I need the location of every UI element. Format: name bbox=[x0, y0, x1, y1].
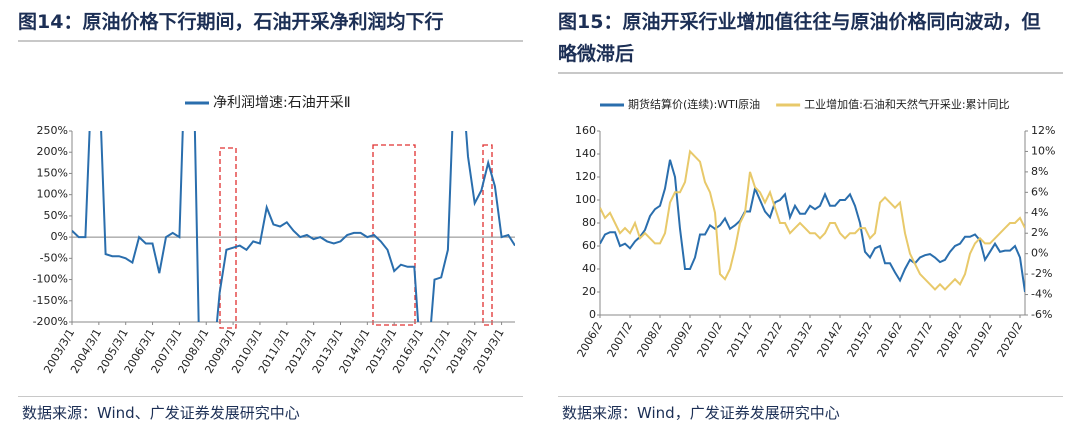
x-tick-label: 2006/2 bbox=[575, 320, 606, 360]
x-tick-label: 2017/2 bbox=[905, 320, 936, 360]
legend-label: 期货结算价(连续):WTI原油 bbox=[628, 97, 760, 111]
y-tick-label: 0% bbox=[51, 230, 68, 243]
chart-title: 图15：原油开采行业增加值往往与原油价格同向波动，但略微滞后 bbox=[558, 11, 1041, 65]
highlight-box bbox=[482, 144, 493, 326]
x-tick-label: 2018/2 bbox=[935, 320, 966, 360]
y-tick-label: -50% bbox=[40, 251, 68, 264]
title-rule bbox=[18, 40, 523, 42]
series-line bbox=[600, 149, 1025, 291]
y2-tick-label: 12% bbox=[1031, 124, 1055, 137]
y-tick-label: 80 bbox=[582, 216, 596, 229]
y-tick-label: 50% bbox=[44, 209, 68, 222]
highlight-box bbox=[372, 144, 416, 326]
y2-tick-label: 10% bbox=[1031, 144, 1055, 157]
source-rule bbox=[558, 396, 1063, 397]
highlight-box bbox=[219, 147, 237, 329]
y-tick-label: -150% bbox=[33, 294, 68, 307]
x-tick-label: 2007/2 bbox=[605, 320, 636, 360]
y-tick-label: 250% bbox=[37, 124, 68, 137]
x-tick-label: 2015/2 bbox=[845, 320, 876, 360]
y-tick-label: 60 bbox=[582, 239, 596, 252]
chart-title: 图14：原油价格下行期间，石油开采净利润均下行 bbox=[18, 11, 444, 33]
x-tick-label: 2010/2 bbox=[695, 320, 726, 360]
y-tick-label: 0 bbox=[589, 308, 596, 321]
y-tick-label: 200% bbox=[37, 145, 68, 158]
y-tick-label: 100 bbox=[575, 193, 596, 206]
legend-label: 工业增加值:石油和天然气开采业:累计同比 bbox=[804, 97, 1009, 111]
title-rule bbox=[558, 72, 1063, 74]
chart: -200% -150% -100% -50% 0% 50% 100% 150% 200% 250%… bbox=[33, 95, 515, 376]
y2-tick-label: -6% bbox=[1031, 308, 1052, 321]
x-tick-label: 2014/2 bbox=[815, 320, 846, 360]
x-tick-label: 2013/2 bbox=[785, 320, 816, 360]
y2-tick-label: 4% bbox=[1031, 206, 1048, 219]
y2-tick-label: 2% bbox=[1031, 226, 1048, 239]
x-tick-label: 2016/2 bbox=[875, 320, 906, 360]
x-tick-label: 2009/2 bbox=[665, 320, 696, 360]
panel-right: 图15：原油开采行业增加值往往与原油价格同向波动，但略微滞后 0 20 40 60 80… bbox=[540, 0, 1080, 441]
y-tick-label: -100% bbox=[33, 273, 68, 286]
y-tick-label: 120 bbox=[575, 170, 596, 183]
y-tick-label: 150% bbox=[37, 166, 68, 179]
y-tick-label: -200% bbox=[33, 315, 68, 328]
series-line bbox=[72, 131, 515, 322]
source: 数据来源：Wind，广发证券发展研究中心 bbox=[562, 404, 840, 422]
x-tick-label: 2011/2 bbox=[725, 320, 756, 360]
y-tick-label: 100% bbox=[37, 188, 68, 201]
source-rule bbox=[18, 396, 523, 397]
y-tick-label: 40 bbox=[582, 262, 596, 275]
y2-tick-label: -4% bbox=[1031, 288, 1052, 301]
chart: 0 20 40 60 80 100 120 140 160 -6% -4% -2% 0% 2% 4% 6% 8%… bbox=[575, 97, 1056, 360]
legend-label: 净利润增速:石油开采Ⅱ bbox=[213, 95, 351, 111]
source: 数据来源：Wind、广发证券发展研究中心 bbox=[22, 404, 300, 422]
y-tick-label: 160 bbox=[575, 124, 596, 137]
y-tick-label: 140 bbox=[575, 147, 596, 160]
x-tick-label: 2020/2 bbox=[995, 320, 1026, 360]
y2-tick-label: 8% bbox=[1031, 165, 1048, 178]
x-tick-label: 2019/2 bbox=[965, 320, 996, 360]
y2-tick-label: -2% bbox=[1031, 267, 1052, 280]
panel-left: 图14：原油价格下行期间，石油开采净利润均下行 -200% -150% -100% -… bbox=[18, 11, 523, 422]
x-tick-label: 2012/2 bbox=[755, 320, 786, 360]
x-tick-label: 2008/2 bbox=[635, 320, 666, 360]
y-tick-label: 20 bbox=[582, 285, 596, 298]
y2-tick-label: 6% bbox=[1031, 185, 1048, 198]
series-line bbox=[600, 159, 1025, 293]
y2-tick-label: 0% bbox=[1031, 247, 1048, 260]
